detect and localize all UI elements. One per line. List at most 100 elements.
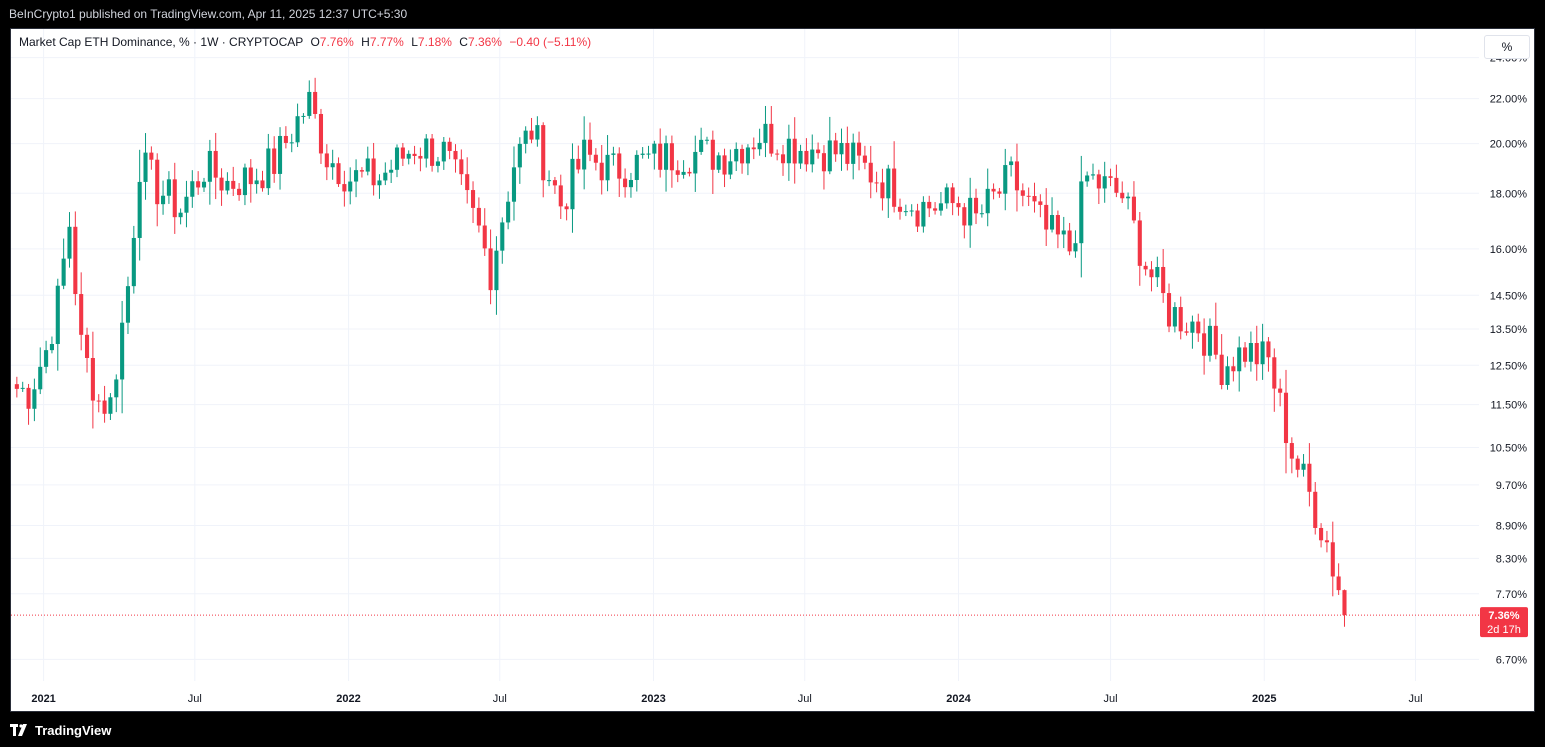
candle-body bbox=[845, 142, 850, 164]
candle-body bbox=[991, 188, 996, 192]
x-tick-label: 2021 bbox=[31, 693, 55, 705]
x-tick-label: 2022 bbox=[336, 693, 360, 705]
candle-body bbox=[1184, 331, 1189, 333]
candle-body bbox=[318, 113, 324, 154]
candle-body bbox=[196, 181, 201, 188]
candle-body bbox=[927, 201, 932, 209]
candle-body bbox=[377, 180, 382, 186]
change-value: −0.40 (−5.11%) bbox=[509, 35, 592, 49]
candle-body bbox=[1202, 333, 1207, 356]
candle-body bbox=[365, 158, 370, 172]
attribution-text: BeInCrypto1 published on TradingView.com… bbox=[9, 7, 408, 21]
candle-body bbox=[84, 334, 90, 358]
last-price-tag bbox=[1480, 607, 1528, 638]
candle-body bbox=[745, 147, 750, 164]
candle-body bbox=[851, 142, 856, 164]
candle-body bbox=[1166, 293, 1172, 327]
candle-body bbox=[1324, 540, 1329, 543]
candle-body bbox=[909, 210, 914, 212]
x-tick-label: 2024 bbox=[946, 693, 971, 705]
x-tick-label: 2023 bbox=[641, 693, 665, 705]
candle-body bbox=[348, 181, 353, 192]
candle-body bbox=[646, 153, 651, 155]
last-price-value: 7.36% bbox=[1488, 610, 1519, 622]
candle-body bbox=[1307, 463, 1312, 492]
candle-body bbox=[704, 139, 710, 141]
candle-body bbox=[371, 158, 376, 186]
symbol-title[interactable]: Market Cap ETH Dominance, % · 1W · CRYPT… bbox=[19, 35, 304, 49]
candle-body bbox=[435, 161, 440, 166]
candle-body bbox=[389, 169, 394, 173]
candle-body bbox=[289, 142, 294, 144]
candle-body bbox=[833, 140, 838, 155]
candle-body bbox=[354, 170, 359, 182]
candle-body bbox=[605, 154, 610, 181]
open-label: O bbox=[310, 35, 320, 49]
candle-body bbox=[342, 184, 347, 192]
x-tick-label: 2025 bbox=[1252, 693, 1276, 705]
y-tick-label: 8.30% bbox=[1496, 553, 1527, 565]
candle-body bbox=[675, 170, 680, 175]
candle-body bbox=[166, 179, 171, 196]
x-tick-label: Jul bbox=[188, 693, 202, 705]
candle-body bbox=[728, 161, 733, 175]
candle-body bbox=[816, 149, 821, 154]
candle-body bbox=[634, 154, 639, 180]
candle-body bbox=[1213, 325, 1218, 355]
candle-body bbox=[558, 185, 563, 207]
close-label: C bbox=[459, 35, 468, 49]
candle-body bbox=[857, 142, 862, 156]
candle-body bbox=[272, 148, 277, 174]
candle-body bbox=[307, 91, 312, 116]
candle-body bbox=[67, 226, 72, 259]
candle-body bbox=[821, 153, 827, 172]
candle-body bbox=[1330, 542, 1335, 577]
candle-body bbox=[1260, 341, 1265, 365]
candle-body bbox=[506, 201, 511, 223]
y-tick-label: 6.70% bbox=[1496, 654, 1527, 666]
candle-body bbox=[1225, 366, 1230, 385]
footer: TradingView bbox=[10, 720, 111, 740]
candle-body bbox=[1178, 307, 1183, 332]
candle-body bbox=[751, 147, 756, 150]
candle-body bbox=[1026, 195, 1031, 197]
candle-body bbox=[570, 158, 575, 210]
x-tick-label: Jul bbox=[1408, 693, 1422, 705]
candle-body bbox=[178, 212, 183, 218]
candle-body bbox=[979, 213, 984, 215]
candle-body bbox=[1090, 174, 1096, 176]
y-tick-label: 14.50% bbox=[1490, 290, 1528, 302]
candle-body bbox=[1137, 220, 1142, 266]
candle-body bbox=[535, 125, 540, 140]
candle-body bbox=[1289, 443, 1294, 459]
candle-body bbox=[956, 203, 961, 208]
candle-body bbox=[418, 155, 423, 159]
attribution-bar: BeInCrypto1 published on TradingView.com… bbox=[0, 0, 1545, 28]
candle-body bbox=[1155, 266, 1160, 278]
candle-body bbox=[757, 142, 762, 150]
candle-body bbox=[149, 152, 154, 160]
candle-body bbox=[114, 379, 119, 398]
percent-scale-button[interactable]: % bbox=[1484, 35, 1530, 59]
candle-body bbox=[79, 294, 84, 335]
price-chart[interactable]: 24.00%22.00%20.00%18.00%16.00%14.50%13.5… bbox=[11, 29, 1535, 712]
candle-body bbox=[962, 207, 967, 226]
candle-body bbox=[968, 197, 973, 226]
candle-body bbox=[658, 143, 663, 170]
chart-frame[interactable]: 24.00%22.00%20.00%18.00%16.00%14.50%13.5… bbox=[10, 28, 1535, 712]
candle-body bbox=[237, 188, 242, 196]
candle-body bbox=[786, 138, 791, 164]
candle-body bbox=[73, 226, 78, 295]
candle-body bbox=[260, 180, 265, 189]
y-tick-label: 20.00% bbox=[1490, 139, 1528, 151]
y-tick-label: 13.50% bbox=[1490, 324, 1528, 336]
y-tick-label: 12.50% bbox=[1490, 360, 1528, 372]
candle-body bbox=[663, 143, 669, 170]
y-tick-label: 11.50% bbox=[1491, 400, 1528, 412]
candle-body bbox=[1283, 392, 1289, 444]
candle-body bbox=[1038, 201, 1043, 205]
candle-body bbox=[1207, 325, 1213, 356]
candle-body bbox=[102, 400, 107, 414]
candle-body bbox=[915, 210, 920, 227]
high-value: 7.77% bbox=[369, 35, 404, 49]
